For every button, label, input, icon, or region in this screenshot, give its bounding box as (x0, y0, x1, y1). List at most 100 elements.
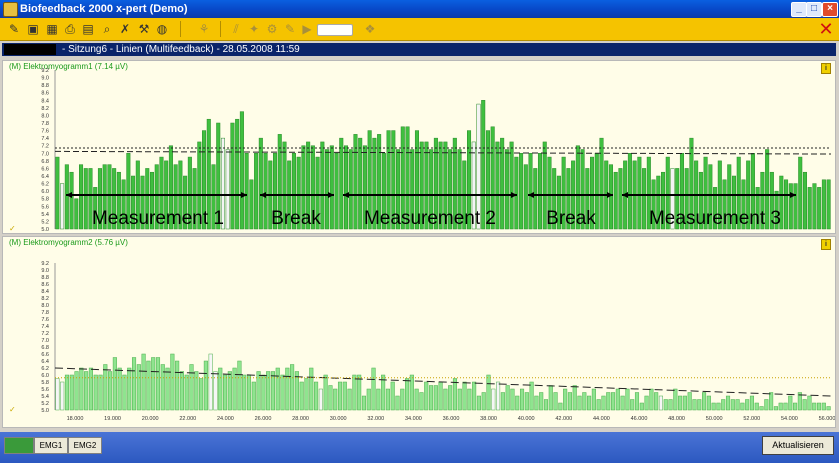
save-icon[interactable]: ▣ (27, 22, 39, 36)
chart-bar (615, 388, 620, 411)
chart-bar (582, 392, 587, 411)
x-tick-label: 56.000 (819, 416, 835, 422)
chart-bar (807, 395, 812, 411)
chart-bar (590, 156, 595, 230)
window-title: Biofeedback 2000 x-pert (Demo) (20, 3, 188, 15)
search-icon[interactable]: ⌕ (103, 22, 111, 36)
info-icon[interactable]: i (821, 239, 831, 250)
chart-bar (244, 153, 249, 230)
minimize-button[interactable]: _ (791, 2, 807, 17)
y-tick-label: 7.2 (41, 331, 49, 337)
chart-bar (529, 381, 534, 411)
next-icon[interactable]: ✎ (284, 22, 296, 36)
chart-bar (658, 395, 663, 411)
chart-bar (713, 187, 718, 230)
chart-bar (358, 137, 363, 230)
chart-bar (230, 122, 235, 230)
chart-bar (93, 374, 98, 411)
chart-bar (542, 141, 547, 230)
chart-bar (223, 374, 228, 411)
rewind-icon[interactable]: ⫽ (233, 22, 239, 36)
chart-bar (561, 156, 566, 230)
chart-bar (366, 388, 371, 411)
y-tick-label: 5.8 (41, 197, 49, 203)
chart-bar (64, 374, 70, 411)
chart-bar (400, 126, 405, 230)
tab-overview[interactable] (4, 437, 34, 454)
chart-bar (438, 141, 443, 230)
chart-bar (405, 378, 410, 411)
trend-icon: ✓ (9, 405, 16, 414)
chart-panel-emg1: (M) Elektromyogramm1 (7.14 µV) i 9.2 9.0 8… (2, 60, 836, 234)
maximize-button[interactable]: □ (806, 2, 822, 17)
tab-emg1[interactable]: EMG1 (34, 437, 68, 454)
disconnect-icon[interactable]: ✗ (119, 22, 131, 36)
tool-icon[interactable]: ✎ (8, 22, 20, 36)
chart-bar (357, 374, 362, 411)
chart-bar (296, 156, 301, 230)
chart-bar (509, 141, 514, 230)
x-tick-label: 28.000 (292, 416, 309, 422)
chart-bar (433, 385, 438, 411)
y-tick-label: 6.2 (41, 182, 49, 188)
chart-bar (386, 130, 391, 230)
x-tick-label: 52.000 (743, 416, 760, 422)
y-tick-label: 6.0 (41, 373, 49, 379)
calendar-icon[interactable]: ▦ (46, 22, 58, 36)
chart-bar (599, 137, 604, 230)
chart-bar (467, 130, 472, 230)
chart-bar (419, 392, 424, 411)
prev-icon[interactable]: ✦ (248, 22, 260, 36)
chart-bar (721, 399, 726, 411)
play-icon[interactable]: ▶ (302, 22, 312, 36)
chart-bar (93, 187, 98, 230)
y-tick-label: 5.6 (41, 204, 49, 210)
close-button[interactable]: × (822, 2, 838, 17)
chart-bar (591, 388, 596, 411)
chart-bar (318, 388, 323, 411)
chart-bar (146, 360, 151, 411)
y-tick-label: 5.0 (41, 227, 49, 233)
chart-bar (400, 388, 405, 411)
annotation-label: Measurement 3 (649, 208, 781, 229)
chart-bar (149, 171, 155, 230)
chart-icon[interactable]: ▤ (82, 22, 94, 36)
marker-icon[interactable]: ❖ (364, 22, 376, 36)
chart-bar (457, 149, 462, 230)
chart-bar (79, 164, 84, 230)
arrow-head-right (511, 192, 517, 198)
globe-icon[interactable]: ◍ (156, 22, 168, 36)
refresh-button[interactable]: Aktualisieren (762, 436, 834, 455)
chart-bar (69, 171, 74, 230)
x-tick-label: 18.000 (67, 416, 84, 422)
wrench-icon[interactable]: ⚒ (138, 22, 150, 36)
chart-bar (154, 164, 159, 230)
chart-bar (504, 149, 509, 230)
chart-panel-emg2: (M) Elektromyogramm2 (5.76 µV) i 9.2 9.0 8… (2, 236, 836, 428)
chart-bar (783, 402, 788, 411)
chart-bar (145, 168, 150, 230)
chart-bar (151, 357, 156, 411)
print-icon[interactable]: ⎙ (65, 22, 75, 36)
arrow-head-right (241, 192, 247, 198)
chart-bar (377, 134, 382, 230)
position-slider[interactable] (317, 24, 353, 36)
chart-bar (410, 149, 415, 230)
chart-bar (242, 374, 247, 411)
chart-bar (585, 168, 590, 230)
settings-icon[interactable]: ⚙ (266, 22, 278, 36)
chart-bar (495, 141, 500, 230)
exit-icon[interactable]: ✕ (818, 19, 834, 39)
y-tick-label: 8.4 (41, 98, 49, 104)
chart-bar (220, 137, 225, 230)
chart-bar (136, 364, 141, 411)
info-icon[interactable]: i (821, 63, 831, 74)
x-tick-label: 34.000 (405, 416, 422, 422)
chart-bar (381, 374, 386, 411)
y-tick-label: 6.6 (41, 166, 49, 172)
x-tick-label: 42.000 (555, 416, 572, 422)
run-icon[interactable]: ⚘ (198, 22, 210, 36)
tab-emg2[interactable]: EMG2 (68, 437, 102, 454)
chart-bar (802, 171, 807, 230)
chart-bar (670, 168, 675, 230)
